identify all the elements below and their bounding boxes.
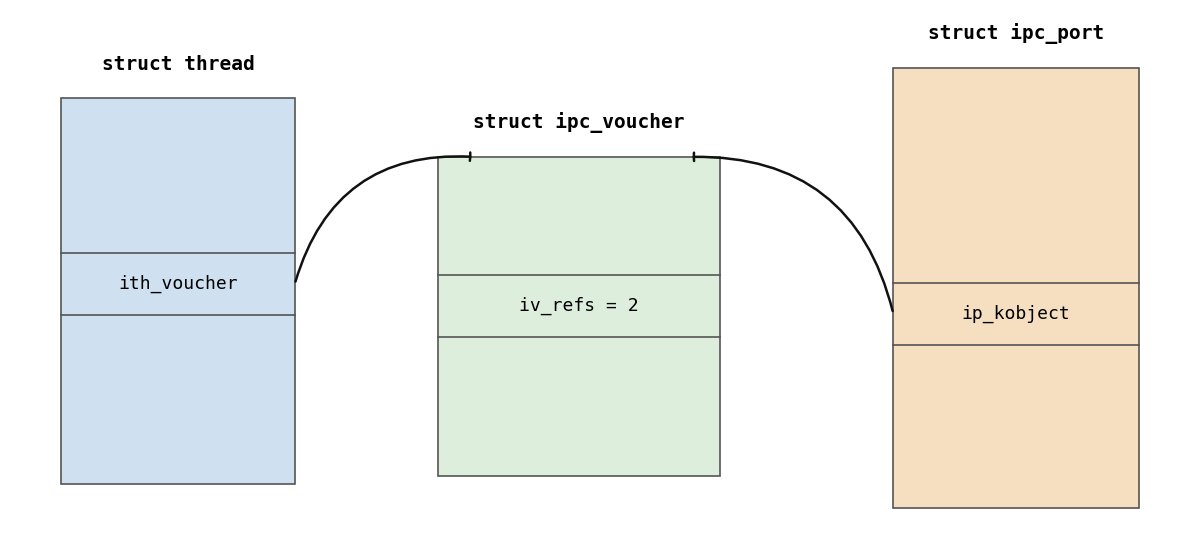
Bar: [438, 157, 720, 476]
Text: ip_kobject: ip_kobject: [961, 305, 1070, 323]
Bar: [61, 98, 295, 484]
Text: ith_voucher: ith_voucher: [118, 275, 238, 293]
Text: struct ipc_voucher: struct ipc_voucher: [473, 112, 685, 133]
Bar: [893, 68, 1139, 508]
Text: struct thread: struct thread: [102, 55, 254, 74]
Text: struct ipc_port: struct ipc_port: [928, 23, 1104, 44]
Text: iv_refs = 2: iv_refs = 2: [520, 296, 638, 315]
